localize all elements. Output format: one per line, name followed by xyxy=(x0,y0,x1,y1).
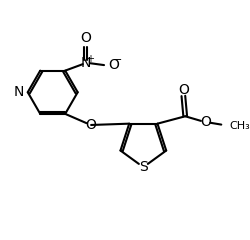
Text: O: O xyxy=(200,115,211,129)
Text: N: N xyxy=(14,85,24,99)
Text: CH₃: CH₃ xyxy=(230,120,250,131)
Text: S: S xyxy=(139,160,148,174)
Text: O: O xyxy=(80,31,91,45)
Text: O: O xyxy=(109,58,120,72)
Text: O: O xyxy=(86,118,96,132)
Text: +: + xyxy=(86,54,94,64)
Text: N: N xyxy=(80,56,91,70)
Text: O: O xyxy=(178,83,189,97)
Text: −: − xyxy=(113,55,122,66)
